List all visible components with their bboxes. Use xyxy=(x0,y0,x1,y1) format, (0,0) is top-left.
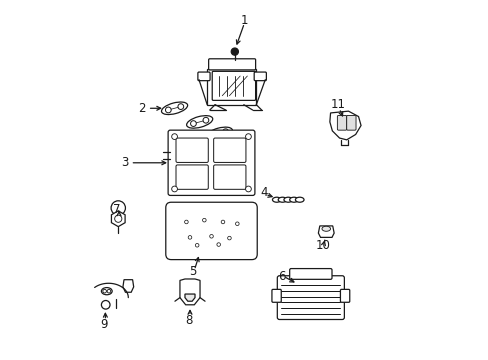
FancyBboxPatch shape xyxy=(165,202,257,260)
FancyBboxPatch shape xyxy=(168,130,254,195)
Polygon shape xyxy=(180,279,200,305)
Text: 4: 4 xyxy=(260,186,267,199)
Text: 5: 5 xyxy=(188,265,196,278)
Ellipse shape xyxy=(295,197,304,202)
Circle shape xyxy=(210,132,216,138)
Circle shape xyxy=(101,301,110,309)
FancyBboxPatch shape xyxy=(176,165,208,189)
FancyBboxPatch shape xyxy=(277,276,344,319)
Circle shape xyxy=(107,289,110,293)
Polygon shape xyxy=(111,211,125,226)
FancyBboxPatch shape xyxy=(212,71,255,100)
FancyBboxPatch shape xyxy=(198,72,210,81)
FancyBboxPatch shape xyxy=(213,138,245,162)
FancyBboxPatch shape xyxy=(254,72,266,81)
Circle shape xyxy=(245,134,251,139)
Circle shape xyxy=(217,243,220,246)
Ellipse shape xyxy=(284,197,292,202)
Text: 6: 6 xyxy=(278,270,285,283)
Circle shape xyxy=(221,220,224,224)
Circle shape xyxy=(111,201,125,215)
Polygon shape xyxy=(329,111,360,140)
Circle shape xyxy=(171,134,177,139)
Circle shape xyxy=(203,117,208,123)
Text: 2: 2 xyxy=(138,102,146,115)
FancyBboxPatch shape xyxy=(346,116,355,130)
Polygon shape xyxy=(207,69,256,105)
Circle shape xyxy=(223,129,228,135)
Circle shape xyxy=(184,220,188,224)
FancyBboxPatch shape xyxy=(340,289,349,302)
Ellipse shape xyxy=(206,127,232,140)
Text: 1: 1 xyxy=(240,14,248,27)
Ellipse shape xyxy=(186,116,212,128)
Circle shape xyxy=(102,289,106,293)
Circle shape xyxy=(165,107,171,113)
Circle shape xyxy=(231,48,238,55)
Circle shape xyxy=(178,104,183,109)
Text: 11: 11 xyxy=(330,98,345,111)
Text: 3: 3 xyxy=(121,156,128,169)
Polygon shape xyxy=(122,280,133,292)
Circle shape xyxy=(209,234,213,238)
Ellipse shape xyxy=(278,197,286,202)
Circle shape xyxy=(195,243,199,247)
Ellipse shape xyxy=(321,226,330,231)
Circle shape xyxy=(235,222,239,226)
Polygon shape xyxy=(184,294,195,301)
FancyBboxPatch shape xyxy=(208,59,255,70)
Ellipse shape xyxy=(161,102,187,114)
FancyBboxPatch shape xyxy=(289,269,331,279)
Circle shape xyxy=(202,219,206,222)
Circle shape xyxy=(227,236,231,240)
Text: 8: 8 xyxy=(185,314,192,327)
Text: 10: 10 xyxy=(315,239,330,252)
FancyBboxPatch shape xyxy=(176,138,208,162)
FancyBboxPatch shape xyxy=(213,165,245,189)
FancyBboxPatch shape xyxy=(337,116,346,130)
FancyBboxPatch shape xyxy=(271,289,281,302)
Text: 9: 9 xyxy=(100,318,107,331)
Circle shape xyxy=(190,121,196,126)
Circle shape xyxy=(115,215,122,222)
Circle shape xyxy=(188,235,191,239)
Circle shape xyxy=(245,186,251,192)
Polygon shape xyxy=(318,226,333,237)
Ellipse shape xyxy=(289,197,298,202)
Circle shape xyxy=(171,186,177,192)
Ellipse shape xyxy=(272,197,281,202)
Ellipse shape xyxy=(101,288,112,295)
Text: 7: 7 xyxy=(113,203,121,216)
